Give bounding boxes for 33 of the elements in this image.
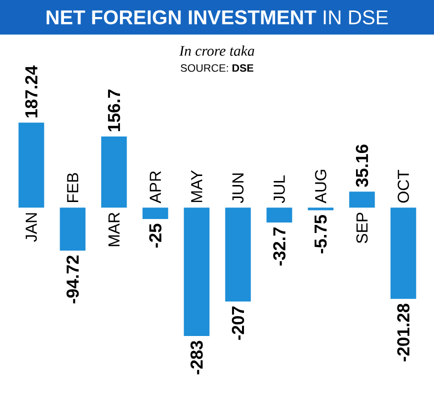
bar [308,208,334,210]
bar [184,208,210,336]
bar [266,208,292,222]
source-note: SOURCE: DSE [180,64,254,72]
x-tick-label: JUN [232,174,244,204]
bar [349,192,375,208]
data-label: -283 [190,340,203,374]
chart-title: NET FOREIGN INVESTMENT IN DSE [46,10,388,24]
x-tick-label: AUG [315,170,326,204]
data-label: 187.24 [25,65,38,118]
data-label: 156.7 [108,90,120,132]
x-tick-label: FEB [67,173,78,202]
x-tick-label: JUL [274,175,285,204]
data-label: -5.75 [314,214,327,254]
x-tick-label: JAN [26,213,37,242]
data-label: -32.7 [273,227,286,266]
data-label: -94.72 [66,256,79,304]
data-label: -201.28 [397,304,410,362]
chart-subtitle: In crore taka [179,46,254,56]
bar [18,122,44,208]
bar [390,208,416,299]
bar [60,208,86,251]
x-tick-label: APR [150,171,161,204]
bar [225,208,251,302]
data-label: 35.16 [356,144,368,187]
x-tick-label: MAR [108,212,120,246]
bar [101,136,127,208]
x-tick-label: OCT [398,170,409,203]
x-tick-label: MAY [191,170,202,202]
bar [142,208,168,219]
data-label: -207 [232,306,244,340]
x-tick-label: SEP [356,212,368,244]
data-label: -25 [149,224,162,248]
